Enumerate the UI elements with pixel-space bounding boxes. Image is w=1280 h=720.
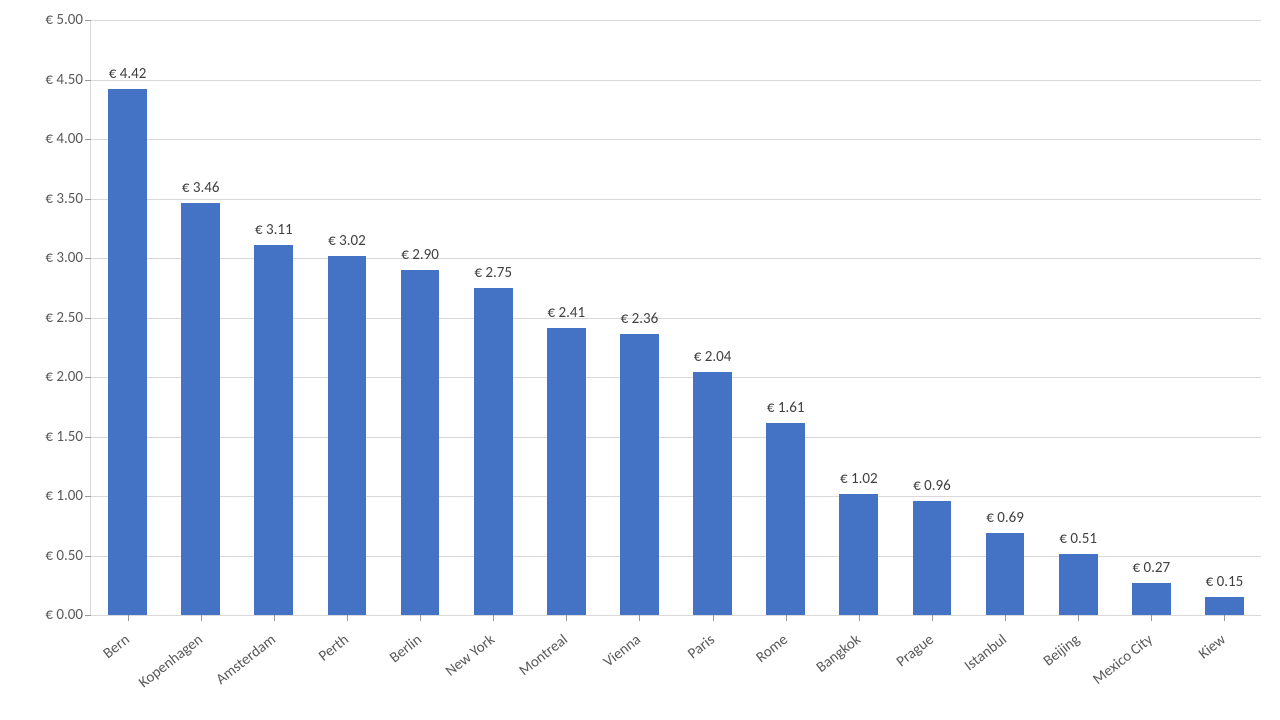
x-tick-label: Beijing — [1040, 631, 1083, 670]
x-tick-label: Bangkok — [813, 631, 865, 677]
x-tick-label: Vienna — [601, 631, 645, 671]
x-tick-label: Amsterdam — [213, 631, 280, 689]
plot-area: € 0.00€ 0.50€ 1.00€ 1.50€ 2.00€ 2.50€ 3.… — [90, 20, 1261, 616]
bar-value-label: € 1.61 — [767, 399, 805, 417]
bar — [1059, 554, 1098, 615]
bar — [693, 372, 732, 615]
bar-value-label: € 2.36 — [621, 310, 659, 328]
bar-value-label: € 0.96 — [913, 477, 951, 495]
bar-value-label: € 3.46 — [182, 179, 220, 197]
y-tick-label: € 1.50 — [45, 428, 91, 446]
x-tick-label: Istanbul — [961, 631, 1010, 675]
y-tick-label: € 1.00 — [45, 487, 91, 505]
bar — [839, 494, 878, 615]
bar — [986, 533, 1025, 615]
bar — [1205, 597, 1244, 615]
x-tick-label: Berlin — [386, 631, 425, 667]
gridline — [91, 20, 1261, 21]
y-tick-label: € 4.50 — [45, 71, 91, 89]
x-tick-label: Paris — [684, 631, 718, 663]
gridline — [91, 615, 1261, 616]
bar-value-label: € 0.15 — [1206, 573, 1244, 591]
bar-value-label: € 2.41 — [548, 304, 586, 322]
bar — [474, 288, 513, 615]
bar-value-label: € 2.90 — [401, 246, 439, 264]
bar-chart: € 0.00 € 0.50 € 1.00 € 1.50 € 2.00 € 2.50 € 3.… — [0, 0, 1280, 720]
bar — [913, 501, 952, 615]
x-tick-label: New York — [442, 631, 498, 680]
gridline — [91, 199, 1261, 200]
bar-value-label: € 0.51 — [1059, 530, 1097, 548]
bar — [401, 270, 440, 615]
y-tick-label: € 0.00 — [45, 606, 91, 624]
bar-value-label: € 0.27 — [1133, 559, 1171, 577]
x-tick-mark — [347, 615, 348, 621]
y-tick-label: € 5.00 — [45, 11, 91, 29]
bar-value-label: € 1.02 — [840, 470, 878, 488]
x-tick-label: Bern — [99, 631, 133, 663]
y-tick-label: € 2.50 — [45, 309, 91, 327]
y-tick-label: € 4.00 — [45, 130, 91, 148]
bar-value-label: € 3.02 — [328, 232, 366, 250]
x-tick-mark — [932, 615, 933, 621]
x-tick-mark — [201, 615, 202, 621]
x-tick-mark — [493, 615, 494, 621]
x-tick-mark — [1005, 615, 1006, 621]
bar-value-label: € 2.04 — [694, 348, 732, 366]
x-tick-mark — [713, 615, 714, 621]
x-tick-mark — [639, 615, 640, 621]
x-tick-mark — [274, 615, 275, 621]
x-tick-label: Perth — [315, 631, 352, 666]
bar — [766, 423, 805, 615]
x-tick-label: Rome — [752, 631, 791, 667]
bar — [181, 203, 220, 615]
x-tick-label: Mexico City — [1090, 631, 1157, 689]
gridline — [91, 139, 1261, 140]
bar — [328, 256, 367, 615]
x-tick-label: Prague — [893, 631, 937, 671]
gridline — [91, 80, 1261, 81]
bar-value-label: € 0.69 — [986, 509, 1024, 527]
bar — [254, 245, 293, 615]
x-tick-mark — [859, 615, 860, 621]
bar — [1132, 583, 1171, 615]
y-tick-label: € 0.50 — [45, 547, 91, 565]
bar — [620, 334, 659, 615]
x-tick-label: Kiew — [1196, 631, 1230, 663]
x-tick-mark — [786, 615, 787, 621]
x-tick-mark — [1078, 615, 1079, 621]
bar-value-label: € 3.11 — [255, 221, 293, 239]
bar-value-label: € 2.75 — [474, 264, 512, 282]
y-tick-label: € 3.00 — [45, 249, 91, 267]
bar-value-label: € 4.42 — [109, 65, 147, 83]
x-tick-mark — [1151, 615, 1152, 621]
x-tick-mark — [566, 615, 567, 621]
y-tick-label: € 2.00 — [45, 368, 91, 386]
y-tick-label: € 3.50 — [45, 190, 91, 208]
x-tick-mark — [128, 615, 129, 621]
x-tick-mark — [1224, 615, 1225, 621]
bar — [547, 328, 586, 615]
x-tick-label: Kopenhagen — [135, 631, 206, 692]
x-tick-label: Montreal — [516, 631, 572, 680]
bar — [108, 89, 147, 615]
x-tick-mark — [420, 615, 421, 621]
